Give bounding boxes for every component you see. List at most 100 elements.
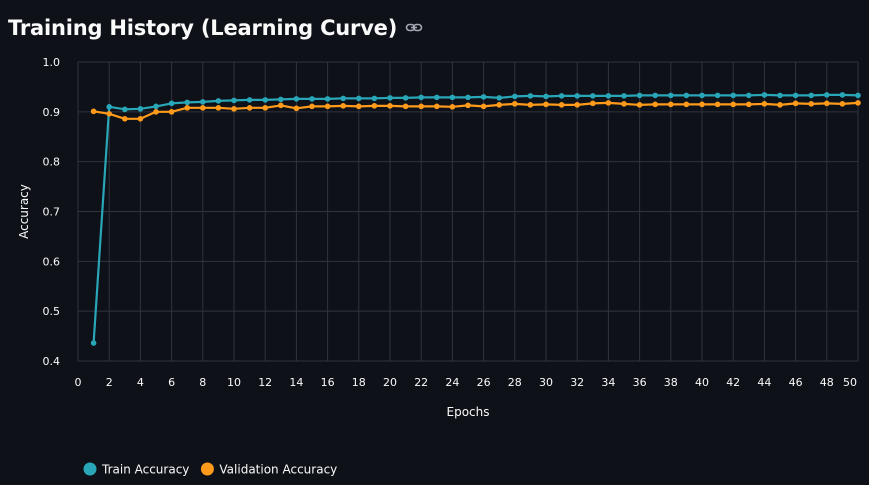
validation-accuracy-point[interactable] <box>777 102 783 108</box>
validation-accuracy-point[interactable] <box>106 111 112 117</box>
train-accuracy-point[interactable] <box>714 92 721 99</box>
validation-accuracy-point[interactable] <box>153 109 159 115</box>
validation-accuracy-point[interactable] <box>761 101 768 107</box>
train-accuracy-point[interactable] <box>855 92 861 99</box>
validation-accuracy-point[interactable] <box>496 102 503 108</box>
train-accuracy-point[interactable] <box>683 92 690 99</box>
train-accuracy-point[interactable] <box>293 96 300 102</box>
validation-accuracy-point[interactable] <box>855 100 861 106</box>
validation-accuracy-point[interactable] <box>621 101 627 107</box>
validation-accuracy-point[interactable] <box>449 104 456 110</box>
validation-accuracy-point[interactable] <box>324 103 331 110</box>
train-accuracy-point[interactable] <box>480 94 487 100</box>
train-accuracy-point[interactable] <box>371 95 378 102</box>
train-accuracy-point[interactable] <box>730 92 736 99</box>
train-accuracy-point[interactable] <box>153 103 159 110</box>
validation-accuracy-point[interactable] <box>543 101 549 108</box>
validation-accuracy-point[interactable] <box>309 103 315 110</box>
validation-accuracy-point[interactable] <box>340 103 347 109</box>
validation-accuracy-point[interactable] <box>434 103 440 110</box>
validation-accuracy-point[interactable] <box>590 100 596 107</box>
legend-label-validation-accuracy[interactable]: Validation Accuracy <box>219 463 337 477</box>
train-accuracy-point[interactable] <box>777 92 783 99</box>
train-accuracy-point[interactable] <box>402 95 409 101</box>
validation-accuracy-point[interactable] <box>184 105 190 111</box>
link-icon[interactable] <box>405 19 423 37</box>
train-accuracy-point[interactable] <box>574 93 580 99</box>
validation-accuracy-point[interactable] <box>168 109 175 115</box>
legend-marker-validation-accuracy[interactable] <box>200 462 214 476</box>
validation-accuracy-point[interactable] <box>246 105 253 111</box>
validation-accuracy-point[interactable] <box>636 102 643 108</box>
train-accuracy-point[interactable] <box>324 96 331 102</box>
train-accuracy-point[interactable] <box>231 97 237 104</box>
train-accuracy-point[interactable] <box>558 93 565 99</box>
train-accuracy-point[interactable] <box>356 95 362 102</box>
validation-accuracy-point[interactable] <box>512 101 518 107</box>
validation-accuracy-point[interactable] <box>262 105 269 111</box>
validation-accuracy-point[interactable] <box>683 101 690 108</box>
train-accuracy-point[interactable] <box>340 95 347 102</box>
train-accuracy-point[interactable] <box>215 98 222 104</box>
train-accuracy-point[interactable] <box>839 92 846 98</box>
validation-accuracy-point[interactable] <box>215 105 222 111</box>
train-accuracy-point[interactable] <box>652 92 658 99</box>
validation-accuracy-point[interactable] <box>137 116 144 122</box>
validation-accuracy-point[interactable] <box>839 101 846 107</box>
validation-accuracy-point[interactable] <box>278 102 284 109</box>
train-accuracy-point[interactable] <box>668 92 674 99</box>
train-accuracy-point[interactable] <box>278 96 284 103</box>
validation-accuracy-point[interactable] <box>90 108 97 115</box>
validation-accuracy-point[interactable] <box>699 101 705 108</box>
validation-accuracy-point[interactable] <box>808 101 814 107</box>
validation-accuracy-point[interactable] <box>527 102 534 108</box>
train-accuracy-point[interactable] <box>636 92 643 99</box>
train-accuracy-point[interactable] <box>621 93 627 99</box>
train-accuracy-point[interactable] <box>699 92 705 99</box>
train-accuracy-point[interactable] <box>184 99 190 106</box>
validation-accuracy-point[interactable] <box>574 102 580 108</box>
validation-accuracy-point[interactable] <box>418 103 425 110</box>
legend-label-train-accuracy[interactable]: Train Accuracy <box>101 463 189 477</box>
train-accuracy-point[interactable] <box>106 104 112 110</box>
train-accuracy-point[interactable] <box>824 92 830 98</box>
validation-accuracy-point[interactable] <box>714 101 721 108</box>
train-accuracy-point[interactable] <box>465 94 471 101</box>
train-accuracy-point[interactable] <box>434 94 440 101</box>
validation-accuracy-point[interactable] <box>824 100 830 107</box>
train-accuracy-point[interactable] <box>512 93 518 100</box>
train-accuracy-point[interactable] <box>527 93 534 99</box>
train-accuracy-point[interactable] <box>418 94 425 101</box>
train-accuracy-point[interactable] <box>449 94 456 101</box>
validation-accuracy-point[interactable] <box>371 103 378 109</box>
validation-accuracy-point[interactable] <box>668 101 674 108</box>
validation-accuracy-point[interactable] <box>652 101 658 108</box>
train-accuracy-point[interactable] <box>590 93 596 99</box>
train-accuracy-point[interactable] <box>761 92 768 98</box>
train-accuracy-point[interactable] <box>246 97 253 103</box>
validation-accuracy-point[interactable] <box>200 105 206 111</box>
train-accuracy-point[interactable] <box>746 92 752 99</box>
train-accuracy-point[interactable] <box>496 95 503 101</box>
validation-accuracy-point[interactable] <box>356 103 362 110</box>
validation-accuracy-point[interactable] <box>293 105 300 112</box>
train-accuracy-point[interactable] <box>262 97 269 103</box>
legend-marker-train-accuracy[interactable] <box>83 462 97 476</box>
validation-accuracy-point[interactable] <box>122 116 128 122</box>
train-accuracy-point[interactable] <box>137 106 144 112</box>
train-accuracy-point[interactable] <box>90 340 97 346</box>
validation-accuracy-point[interactable] <box>558 102 565 108</box>
validation-accuracy-point[interactable] <box>605 100 612 106</box>
train-accuracy-point[interactable] <box>543 93 549 100</box>
train-accuracy-point[interactable] <box>200 99 206 105</box>
validation-accuracy-point[interactable] <box>387 103 393 109</box>
validation-accuracy-point[interactable] <box>746 101 752 108</box>
train-accuracy-point[interactable] <box>387 95 393 101</box>
train-accuracy-point[interactable] <box>168 100 175 107</box>
train-accuracy-point[interactable] <box>605 93 612 99</box>
train-accuracy-point[interactable] <box>808 92 814 99</box>
train-accuracy-point[interactable] <box>122 106 128 113</box>
validation-accuracy-point[interactable] <box>480 103 487 110</box>
train-accuracy-point[interactable] <box>309 96 315 102</box>
validation-accuracy-point[interactable] <box>730 101 736 108</box>
